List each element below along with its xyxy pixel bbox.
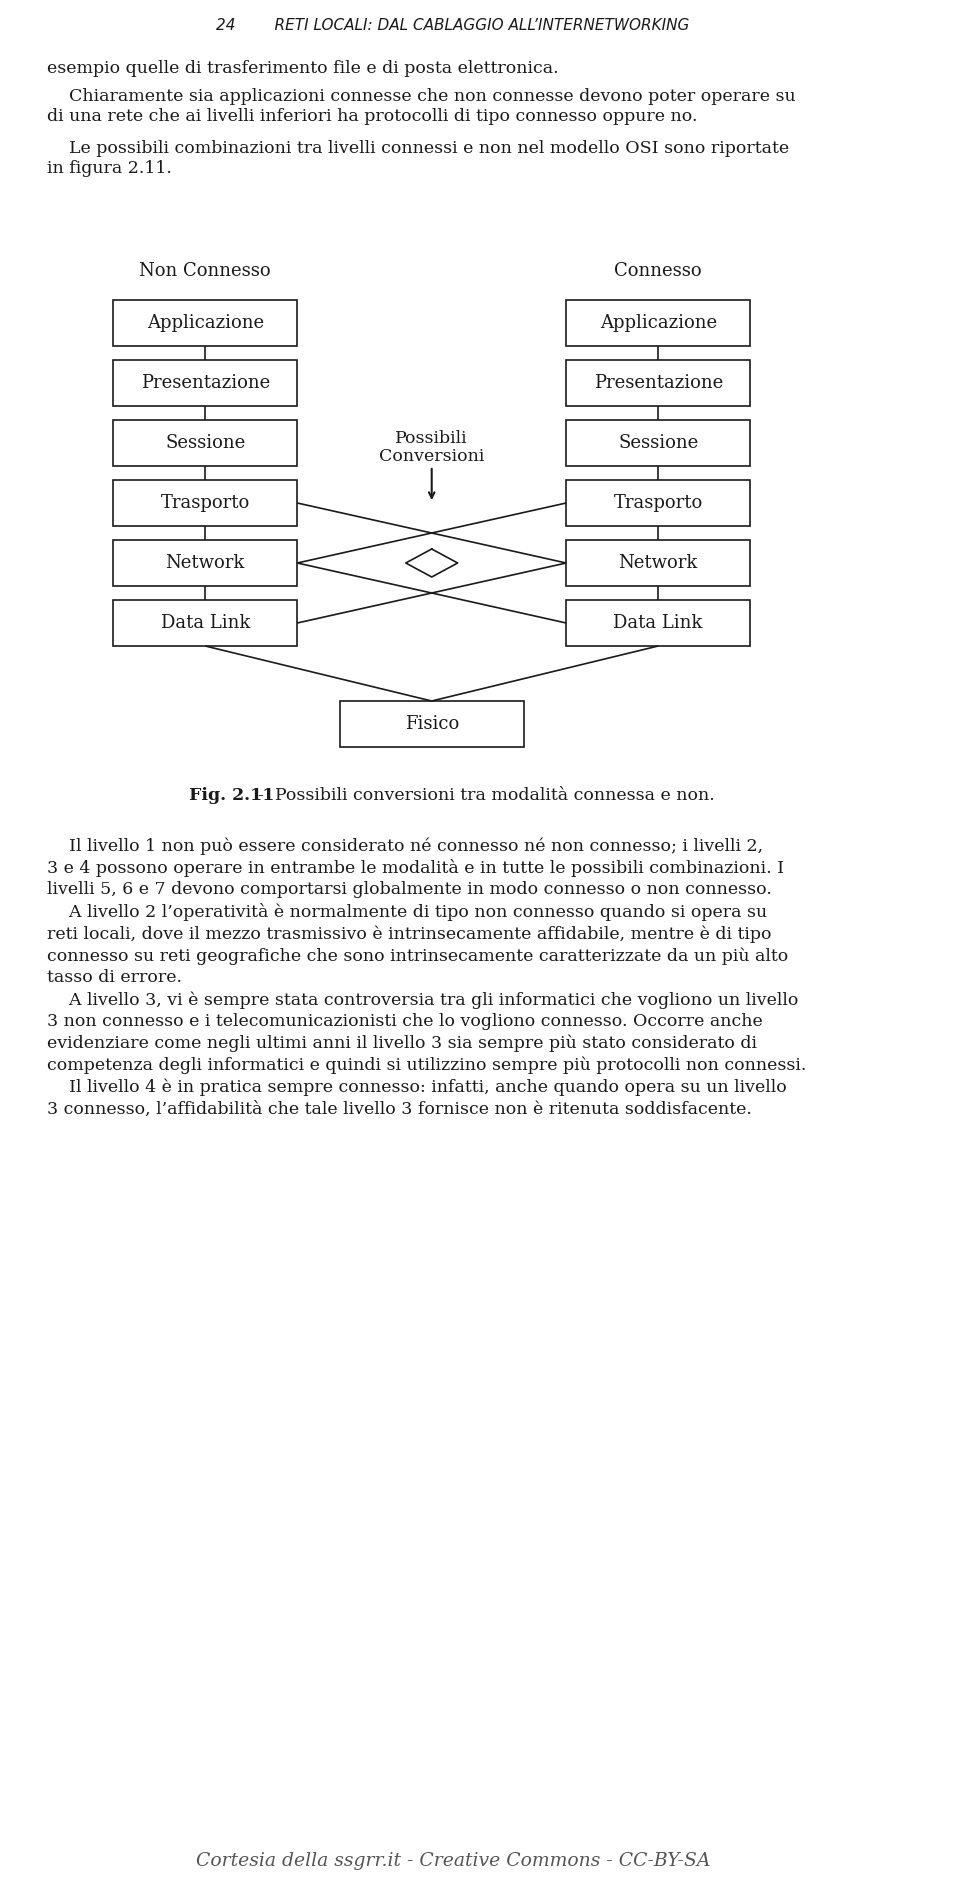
Text: Non Connesso: Non Connesso bbox=[139, 263, 271, 280]
Text: 3 connesso, l’affidabilità che tale livello 3 fornisce non è ritenuta soddisface: 3 connesso, l’affidabilità che tale live… bbox=[47, 1102, 752, 1119]
FancyBboxPatch shape bbox=[566, 541, 750, 586]
FancyBboxPatch shape bbox=[113, 481, 298, 526]
Text: Conversioni: Conversioni bbox=[379, 449, 485, 465]
FancyBboxPatch shape bbox=[566, 360, 750, 405]
Text: Presentazione: Presentazione bbox=[593, 374, 723, 392]
Text: Possibili: Possibili bbox=[396, 430, 468, 447]
Text: connesso su reti geografiche che sono intrinsecamente caratterizzate da un più a: connesso su reti geografiche che sono in… bbox=[47, 948, 788, 965]
Text: livelli 5, 6 e 7 devono comportarsi globalmente in modo connesso o non connesso.: livelli 5, 6 e 7 devono comportarsi glob… bbox=[47, 880, 772, 897]
Text: tasso di errore.: tasso di errore. bbox=[47, 969, 182, 985]
Text: Presentazione: Presentazione bbox=[140, 374, 270, 392]
Text: Connesso: Connesso bbox=[614, 263, 702, 280]
Text: Data Link: Data Link bbox=[160, 614, 250, 633]
Text: Chiaramente sia applicazioni connesse che non connesse devono poter operare su
d: Chiaramente sia applicazioni connesse ch… bbox=[47, 88, 796, 124]
Text: Applicazione: Applicazione bbox=[147, 313, 264, 332]
FancyBboxPatch shape bbox=[340, 700, 524, 747]
Text: A livello 2 l’operatività è normalmente di tipo non connesso quando si opera su: A livello 2 l’operatività è normalmente … bbox=[47, 903, 767, 922]
Text: A livello 3, vi è sempre stata controversia tra gli informatici che vogliono un : A livello 3, vi è sempre stata controver… bbox=[47, 991, 799, 1008]
Text: 3 non connesso e i telecomunicazionisti che lo vogliono connesso. Occorre anche: 3 non connesso e i telecomunicazionisti … bbox=[47, 1014, 763, 1030]
Text: Il livello 4 è in pratica sempre connesso: infatti, anche quando opera su un liv: Il livello 4 è in pratica sempre conness… bbox=[47, 1079, 787, 1096]
FancyBboxPatch shape bbox=[566, 300, 750, 345]
Text: reti locali, dove il mezzo trasmissivo è intrinsecamente affidabile, mentre è di: reti locali, dove il mezzo trasmissivo è… bbox=[47, 925, 772, 942]
Text: Le possibili combinazioni tra livelli connessi e non nel modello OSI sono riport: Le possibili combinazioni tra livelli co… bbox=[47, 141, 789, 176]
Text: Network: Network bbox=[618, 554, 698, 572]
Text: Applicazione: Applicazione bbox=[600, 313, 717, 332]
Text: 3 e 4 possono operare in entrambe le modalità e in tutte le possibili combinazio: 3 e 4 possono operare in entrambe le mod… bbox=[47, 860, 784, 877]
FancyBboxPatch shape bbox=[113, 541, 298, 586]
Text: 24        RETI LOCALI: DAL CABLAGGIO ALL’INTERNETWORKING: 24 RETI LOCALI: DAL CABLAGGIO ALL’INTERN… bbox=[216, 19, 689, 34]
Text: Trasporto: Trasporto bbox=[160, 494, 250, 512]
Text: Network: Network bbox=[165, 554, 245, 572]
FancyBboxPatch shape bbox=[113, 601, 298, 646]
Text: Sessione: Sessione bbox=[618, 434, 698, 452]
Text: -  Possibili conversioni tra modalità connessa e non.: - Possibili conversioni tra modalità con… bbox=[248, 786, 715, 803]
Text: evidenziare come negli ultimi anni il livello 3 sia sempre più stato considerato: evidenziare come negli ultimi anni il li… bbox=[47, 1034, 757, 1053]
FancyBboxPatch shape bbox=[113, 360, 298, 405]
Text: Cortesia della ssgrr.it - Creative Commons - CC-BY-SA: Cortesia della ssgrr.it - Creative Commo… bbox=[196, 1853, 710, 1869]
FancyBboxPatch shape bbox=[566, 481, 750, 526]
Text: esempio quelle di trasferimento file e di posta elettronica.: esempio quelle di trasferimento file e d… bbox=[47, 60, 559, 77]
Text: Data Link: Data Link bbox=[613, 614, 703, 633]
Text: Il livello 1 non può essere considerato né connesso né non connesso; i livelli 2: Il livello 1 non può essere considerato … bbox=[47, 837, 763, 854]
Text: Sessione: Sessione bbox=[165, 434, 246, 452]
Text: competenza degli informatici e quindi si utilizzino sempre più protocolli non co: competenza degli informatici e quindi si… bbox=[47, 1057, 806, 1074]
FancyBboxPatch shape bbox=[113, 420, 298, 465]
Text: Fig. 2.11: Fig. 2.11 bbox=[189, 786, 275, 803]
FancyBboxPatch shape bbox=[566, 420, 750, 465]
Text: Fisico: Fisico bbox=[404, 715, 459, 734]
FancyBboxPatch shape bbox=[566, 601, 750, 646]
FancyBboxPatch shape bbox=[113, 300, 298, 345]
Text: Trasporto: Trasporto bbox=[613, 494, 703, 512]
